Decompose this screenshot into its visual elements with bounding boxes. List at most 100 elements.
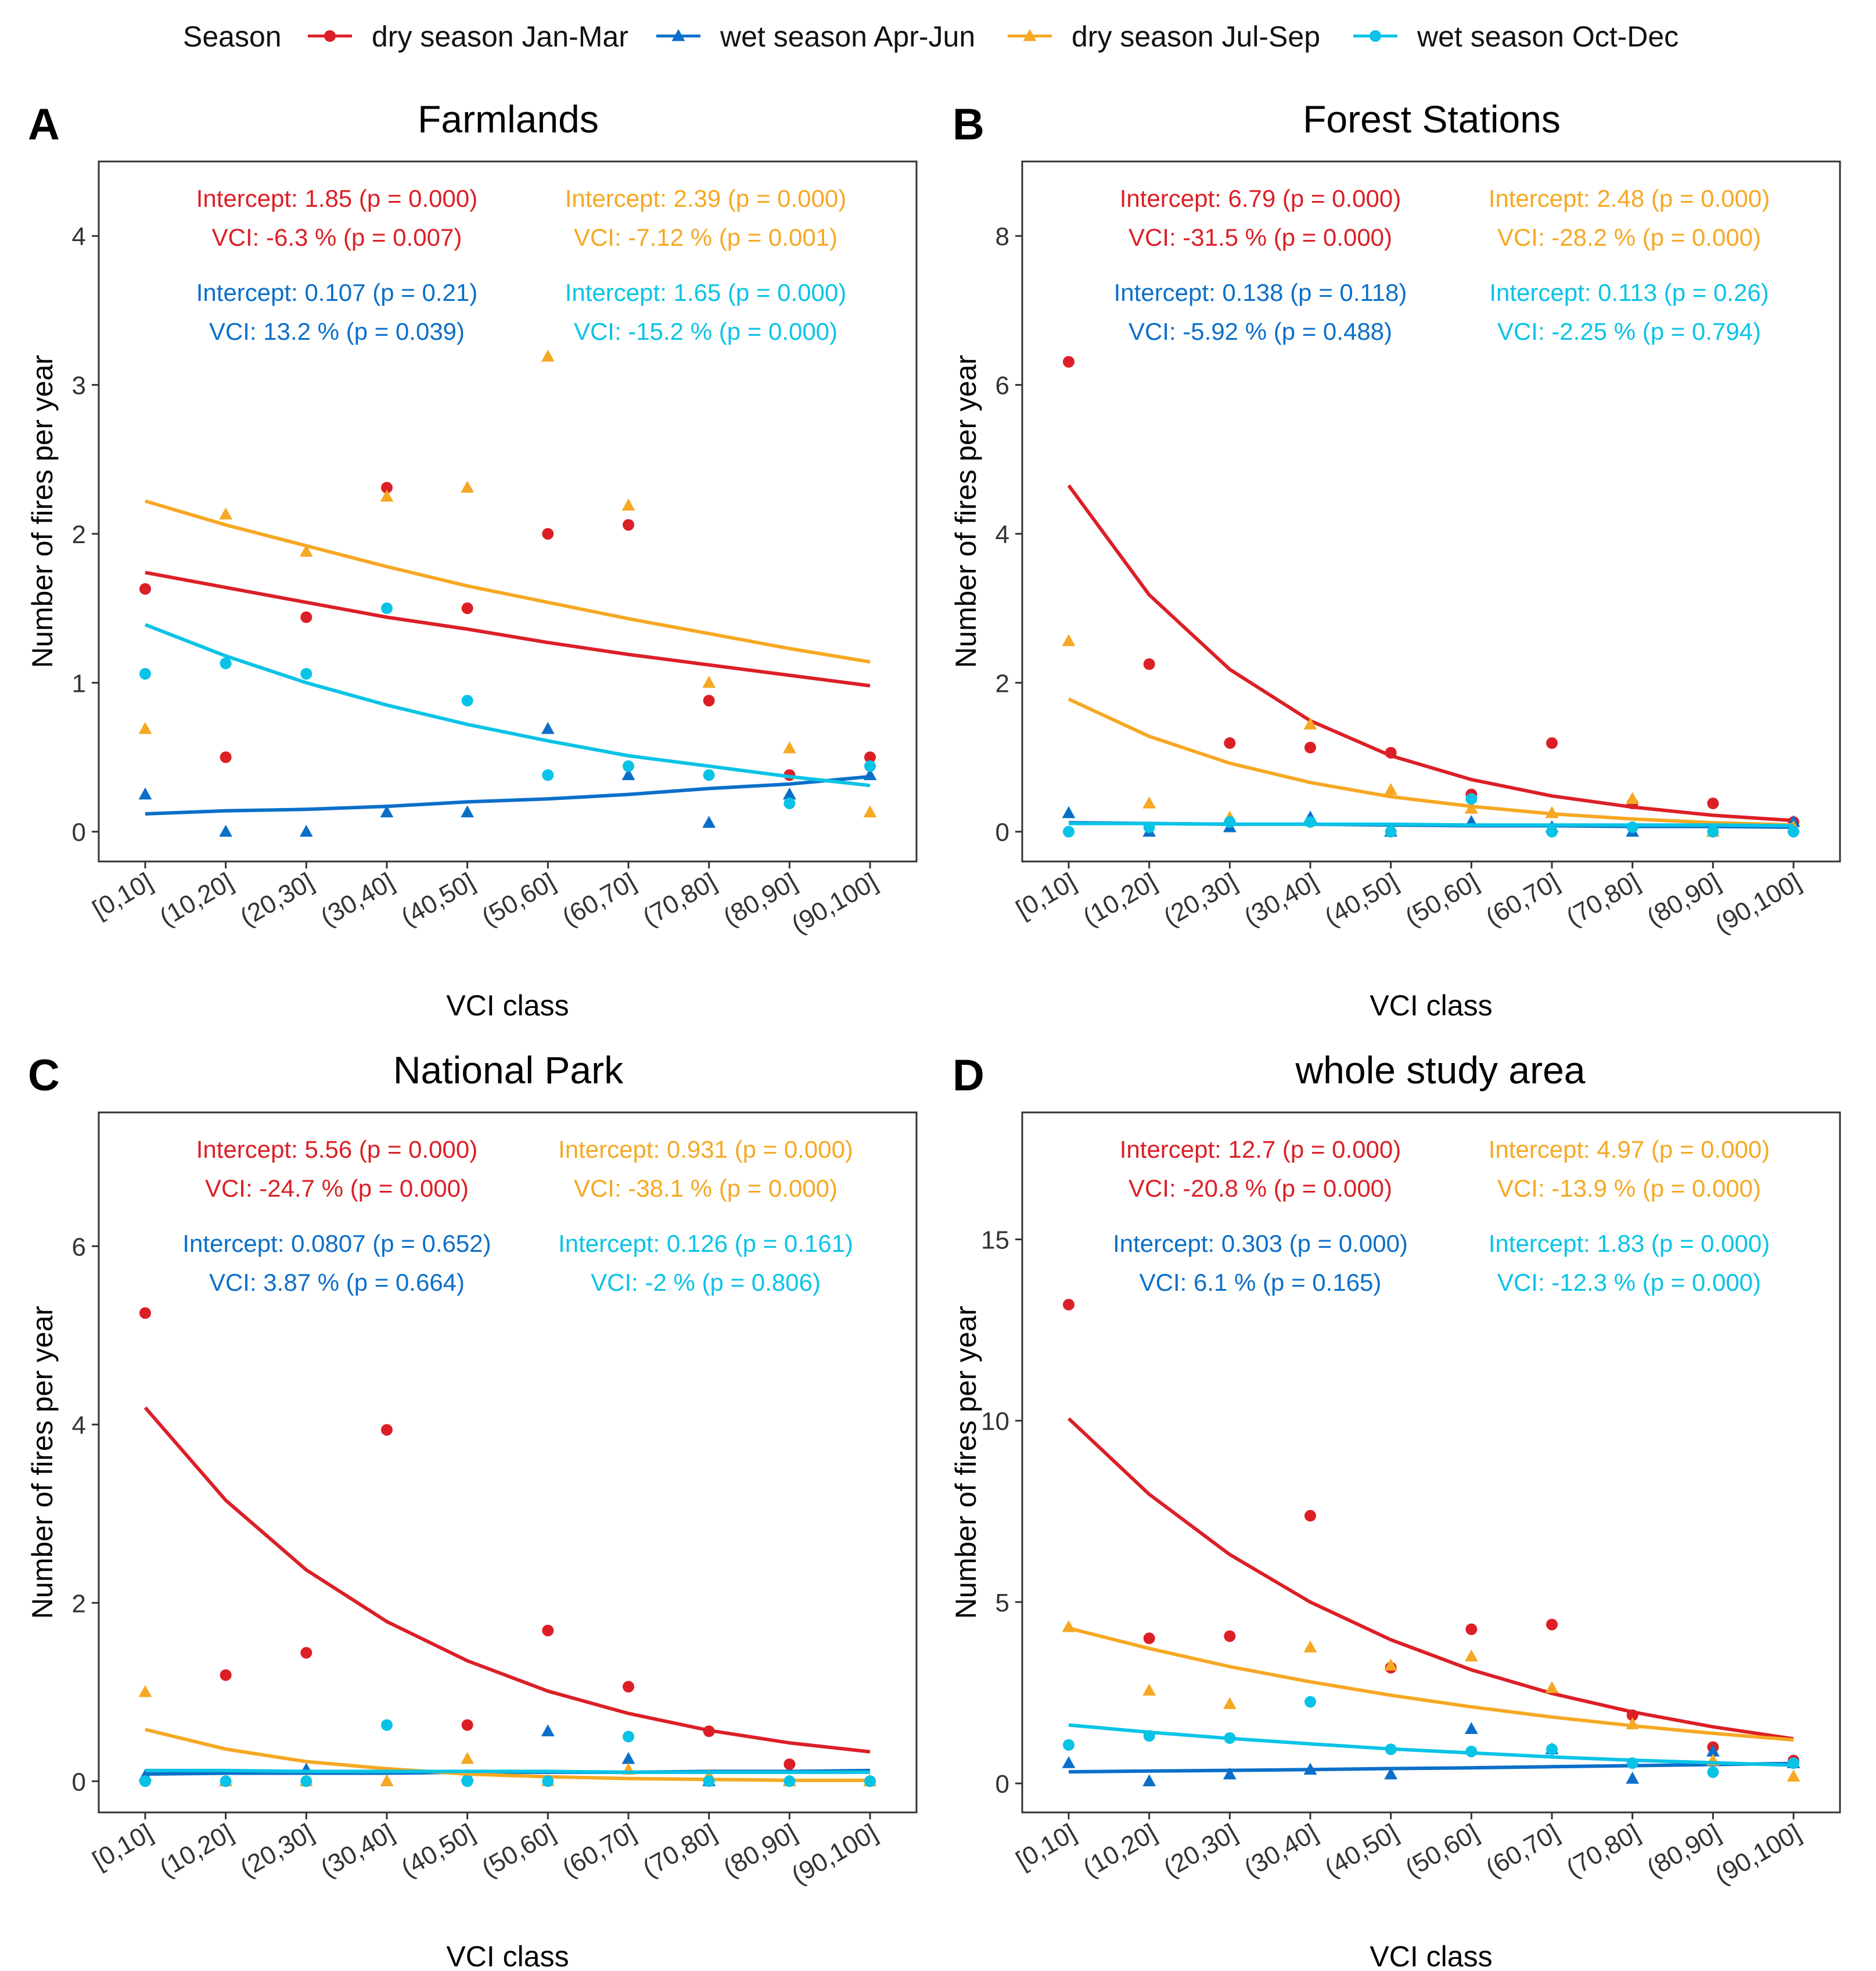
- data-point-circle: [1143, 1632, 1155, 1645]
- x-axis-title: VCI class: [1370, 989, 1492, 1022]
- x-tick-label: (80,90]: [1642, 867, 1725, 932]
- panel-title: National Park: [393, 1049, 624, 1092]
- data-point-circle: [864, 760, 876, 772]
- annotation-line: Intercept: 12.7 (p = 0.000): [1120, 1136, 1401, 1163]
- y-tick-label: 0: [72, 818, 86, 847]
- series-wet-season-oct-dec: [1063, 1696, 1799, 1778]
- annotation-line: VCI: 6.1 % (p = 0.165): [1140, 1269, 1382, 1296]
- data-point-triangle: [541, 1724, 555, 1736]
- x-tick-label: (60,70]: [1481, 867, 1564, 932]
- panel-national-park: C National Park 0 2 4 6 [0,10](10,20](20,30](3…: [26, 1049, 918, 1971]
- series-wet-season-oct-dec: [1063, 793, 1799, 838]
- data-point-triangle: [782, 741, 796, 753]
- y-tick-label: 0: [995, 1770, 1009, 1798]
- annotation-line: VCI: -31.5 % (p = 0.000): [1129, 224, 1392, 251]
- annotation-top-left: Intercept: 12.7 (p = 0.000) VCI: -20.8 % …: [1120, 1136, 1401, 1202]
- data-point-triangle: [380, 1774, 394, 1786]
- data-point-circle: [1304, 1696, 1316, 1708]
- fit-line: [145, 499, 871, 664]
- annotation-top-left: Intercept: 1.85 (p = 0.000) VCI: -6.3 % (…: [196, 185, 477, 251]
- data-point-triangle: [138, 787, 152, 800]
- x-tick-label: (30,40]: [316, 1818, 399, 1883]
- annotation-second-left: Intercept: 0.107 (p = 0.21) VCI: 13.2 % (…: [196, 279, 477, 345]
- annotation-line: Intercept: 1.83 (p = 0.000): [1489, 1230, 1770, 1257]
- data-point-triangle: [380, 805, 394, 818]
- data-point-circle: [1385, 1743, 1397, 1755]
- data-point-triangle: [1464, 1649, 1478, 1662]
- series-dry-season-jul-sep: [138, 349, 877, 818]
- series-dry-season-jan-mar: [1063, 1298, 1799, 1767]
- x-tick-label: (70,80]: [1562, 1818, 1645, 1883]
- data-point-triangle: [541, 721, 555, 734]
- fit-line: [1069, 821, 1794, 828]
- data-point-circle: [703, 1775, 715, 1787]
- data-point-circle: [1224, 816, 1236, 828]
- data-point-circle: [381, 1424, 393, 1436]
- data-point-triangle: [1787, 1769, 1800, 1782]
- data-point-circle: [1304, 1510, 1316, 1522]
- panel-letter: B: [953, 100, 984, 149]
- data-point-triangle: [1626, 1717, 1640, 1729]
- annotation-line: VCI: -2 % (p = 0.806): [591, 1269, 821, 1296]
- annotation-top-right: Intercept: 2.39 (p = 0.000) VCI: -7.12 % …: [565, 185, 846, 251]
- annotation-line: VCI: -6.3 % (p = 0.007): [212, 224, 462, 251]
- annotation-line: VCI: -13.9 % (p = 0.000): [1497, 1175, 1761, 1202]
- data-point-triangle: [1706, 1744, 1720, 1757]
- x-tick-label: (60,70]: [558, 1818, 641, 1883]
- data-point-triangle: [782, 787, 796, 800]
- data-point-triangle: [863, 768, 877, 780]
- data-point-circle: [1707, 798, 1719, 810]
- data-point-circle: [1465, 1623, 1478, 1635]
- data-point-triangle: [380, 489, 394, 502]
- annotation-line: VCI: -5.92 % (p = 0.488): [1129, 318, 1392, 345]
- data-point-triangle: [1142, 1683, 1156, 1696]
- x-tick-label: (70,80]: [638, 867, 721, 932]
- y-tick-label: 2: [995, 669, 1009, 698]
- panel-title: Farmlands: [418, 98, 599, 141]
- data-point-circle: [623, 760, 634, 772]
- annotation-line: VCI: -20.8 % (p = 0.000): [1129, 1175, 1392, 1202]
- data-point-circle: [381, 602, 393, 615]
- data-point-circle: [220, 1669, 232, 1681]
- annotation-line: Intercept: 0.303 (p = 0.000): [1113, 1230, 1408, 1257]
- x-tick-label: (50,60]: [477, 1818, 560, 1883]
- data-point-circle: [1143, 821, 1155, 834]
- x-tick-label: (10,20]: [1079, 867, 1162, 932]
- data-point-circle: [703, 769, 715, 781]
- x-tick-label: (70,80]: [1562, 867, 1645, 932]
- x-tick-label: (30,40]: [316, 867, 399, 932]
- x-tick-label: (30,40]: [1239, 867, 1322, 932]
- legend-marker-triangle: [1023, 29, 1037, 41]
- data-point-circle: [139, 667, 151, 680]
- data-point-triangle: [299, 544, 313, 557]
- data-point-circle: [1707, 825, 1719, 838]
- data-point-circle: [1465, 1746, 1478, 1758]
- fit-line: [1068, 1723, 1794, 1767]
- legend-label: wet season Apr-Jun: [720, 20, 975, 53]
- fit-line: [145, 774, 871, 816]
- data-point-circle: [139, 1775, 151, 1787]
- x-tick-label: (10,20]: [1079, 1818, 1162, 1883]
- x-tick-label: [0,10]: [1011, 867, 1081, 924]
- data-point-triangle: [1384, 782, 1398, 795]
- data-point-triangle: [461, 805, 475, 818]
- x-tick-label: (50,60]: [1400, 867, 1483, 932]
- fit-line: [1067, 1417, 1794, 1741]
- data-point-circle: [784, 1758, 796, 1771]
- y-axis-title: Number of fires per year: [950, 355, 982, 668]
- annotation-top-left: Intercept: 5.56 (p = 0.000) VCI: -24.7 % …: [196, 1136, 477, 1202]
- y-tick-label: 5: [995, 1589, 1009, 1617]
- plot-frame: [1021, 160, 1841, 863]
- data-point-circle: [864, 751, 876, 763]
- legend-item-dry-season-jan-mar: dry season Jan-Mar: [308, 20, 628, 53]
- x-axis-title: VCI class: [446, 1940, 569, 1971]
- annotation-line: Intercept: 0.107 (p = 0.21): [196, 279, 477, 306]
- data-point-triangle: [702, 816, 716, 828]
- data-point-circle: [461, 695, 473, 707]
- data-point-triangle: [461, 1751, 475, 1764]
- annotation-top-left: Intercept: 6.79 (p = 0.000) VCI: -31.5 % …: [1120, 185, 1401, 251]
- data-point-circle: [542, 1775, 554, 1787]
- annotation-second-right: Intercept: 1.65 (p = 0.000) VCI: -15.2 % …: [565, 279, 846, 345]
- data-point-circle: [542, 769, 554, 781]
- legend-marker-circle: [324, 30, 336, 42]
